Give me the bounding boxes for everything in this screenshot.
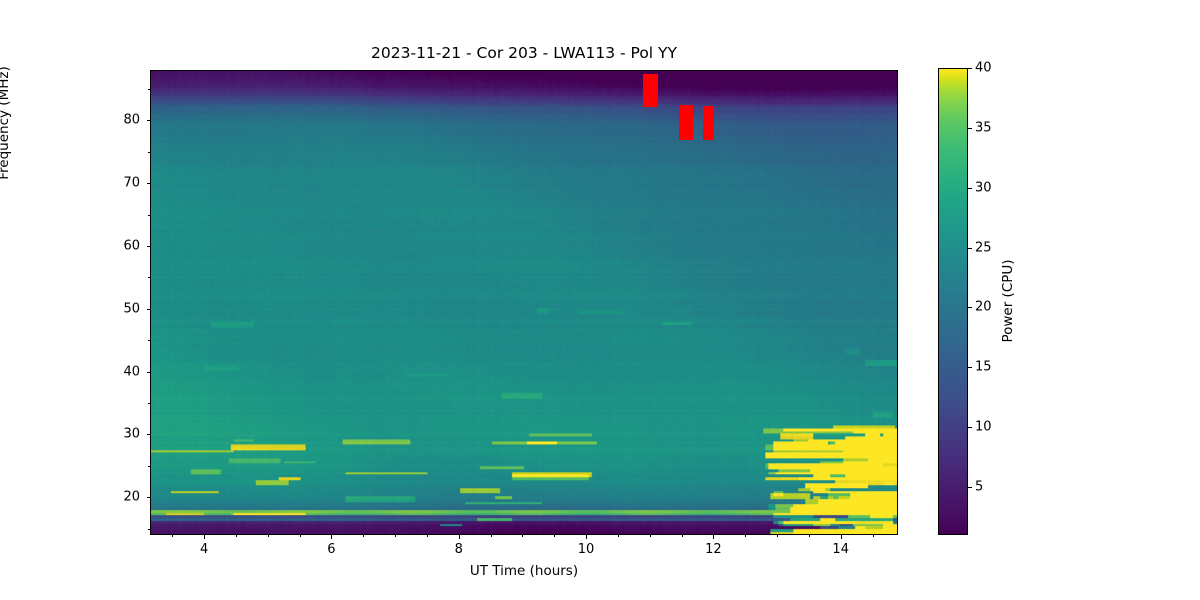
y-minor-tick xyxy=(148,214,150,216)
x-minor-tick xyxy=(617,535,619,537)
x-minor-tick xyxy=(681,535,683,537)
y-tick-label-80: 80 xyxy=(123,112,140,128)
colorbar-tick-mark xyxy=(968,68,972,69)
y-minor-tick xyxy=(148,277,150,279)
x-tick-label-10: 10 xyxy=(577,542,595,557)
x-tick-label-14: 14 xyxy=(832,542,849,557)
colorbar-tick-label-5: 5 xyxy=(975,479,984,495)
y-tick-mark xyxy=(146,434,150,436)
x-tick-mark xyxy=(458,535,460,539)
x-tick-label-12: 12 xyxy=(705,542,722,557)
x-minor-tick xyxy=(777,535,779,537)
x-minor-tick xyxy=(363,535,365,537)
x-minor-tick xyxy=(745,535,747,537)
colorbar-tick-mark xyxy=(968,367,972,369)
y-minor-tick xyxy=(148,528,150,530)
x-tick-mark xyxy=(586,535,588,539)
x-minor-tick xyxy=(808,535,810,537)
page-title: 2023-11-21 - Cor 203 - LWA113 - Pol YY xyxy=(371,44,677,62)
x-minor-tick xyxy=(172,535,174,537)
y-axis-label: Frequency (MHz) xyxy=(0,66,12,180)
colorbar-tick-mark xyxy=(968,247,972,249)
y-minor-tick xyxy=(148,88,150,90)
y-minor-tick xyxy=(148,151,150,153)
colorbar-tick-mark xyxy=(968,307,972,309)
y-tick-mark xyxy=(146,371,150,373)
colorbar-tick-mark xyxy=(968,187,972,189)
x-minor-tick xyxy=(554,535,556,537)
colorbar-tick-mark xyxy=(968,127,972,129)
y-tick-mark xyxy=(146,183,150,185)
colorbar-tick-label-30: 30 xyxy=(975,180,992,196)
y-tick-mark xyxy=(146,308,150,310)
colorbar-tick-mark xyxy=(968,427,972,429)
y-tick-label-40: 40 xyxy=(123,364,140,380)
y-minor-tick xyxy=(148,403,150,405)
x-minor-tick xyxy=(299,535,301,537)
x-minor-tick xyxy=(872,535,874,537)
x-minor-tick xyxy=(649,535,651,537)
y-tick-label-50: 50 xyxy=(123,301,140,317)
x-minor-tick xyxy=(522,535,524,537)
x-minor-tick xyxy=(235,535,237,537)
y-minor-tick xyxy=(148,340,150,342)
x-minor-tick xyxy=(267,535,269,537)
x-axis-label: UT Time (hours) xyxy=(469,563,579,579)
y-tick-mark xyxy=(146,120,150,122)
colorbar-tick-label-40: 40 xyxy=(975,60,992,76)
y-tick-label-30: 30 xyxy=(123,426,140,442)
y-tick-label-60: 60 xyxy=(123,238,140,254)
x-tick-mark xyxy=(204,535,206,539)
y-minor-tick xyxy=(148,465,150,467)
x-tick-label-4: 4 xyxy=(199,542,209,557)
x-minor-tick xyxy=(490,535,492,537)
x-tick-mark xyxy=(331,535,333,539)
colorbar-tick-label-10: 10 xyxy=(975,419,992,435)
y-tick-label-20: 20 xyxy=(123,489,140,505)
x-minor-tick xyxy=(426,535,428,537)
y-tick-mark xyxy=(146,497,150,499)
flag-box-3 xyxy=(702,106,715,141)
y-tick-label-70: 70 xyxy=(123,175,140,191)
colorbar-label: Power (CPU) xyxy=(1000,259,1016,343)
colorbar-tick-label-15: 15 xyxy=(975,359,992,375)
spectrogram-axes[interactable] xyxy=(150,70,898,535)
colorbar-tick-label-25: 25 xyxy=(975,240,992,256)
colorbar-tick-mark xyxy=(968,487,972,489)
colorbar-tick-label-35: 35 xyxy=(975,120,992,136)
flag-box-1 xyxy=(643,73,659,107)
flag-box-2 xyxy=(679,104,693,141)
y-tick-mark xyxy=(146,245,150,247)
colorbar[interactable] xyxy=(938,68,968,535)
x-tick-mark xyxy=(713,535,715,539)
x-tick-label-8: 8 xyxy=(454,542,463,557)
colorbar-tick-label-20: 20 xyxy=(975,299,992,315)
x-minor-tick xyxy=(395,535,397,537)
dynamic-spectrum-heatmap xyxy=(151,71,897,534)
x-tick-mark xyxy=(840,535,842,539)
x-tick-label-6: 6 xyxy=(327,542,336,557)
